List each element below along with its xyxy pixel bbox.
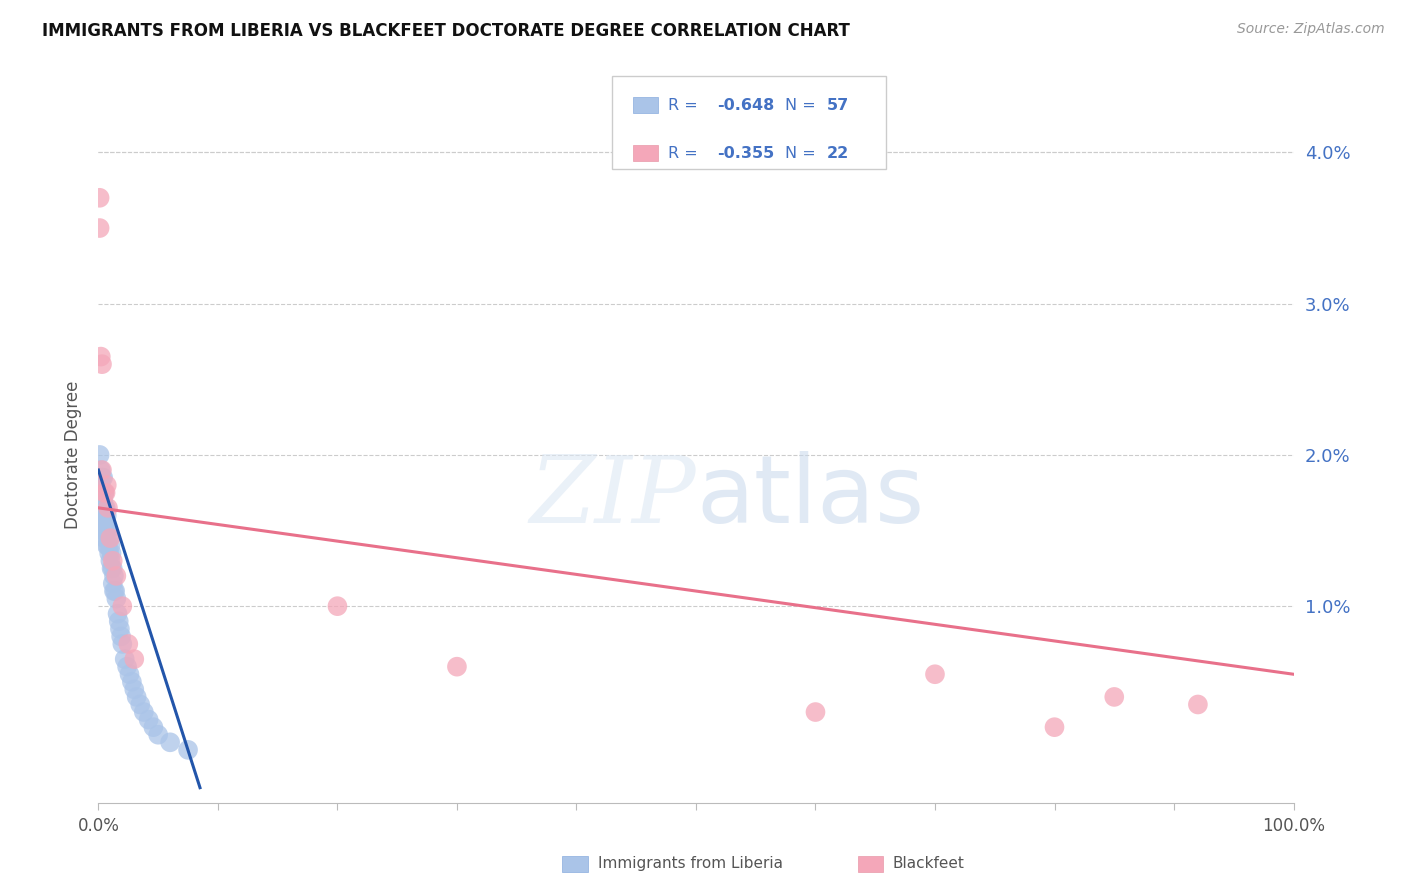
Point (96, 524, 118, 538)
Point (96, 539, 118, 553)
Y-axis label: Doctorate Degree: Doctorate Degree (63, 381, 82, 529)
Point (90, 478, 112, 492)
Point (91, 508, 114, 523)
Point (1187, 698, 1209, 712)
Point (148, 728, 170, 742)
Point (101, 576, 124, 591)
Point (91, 463, 114, 477)
Text: 57: 57 (827, 98, 849, 112)
Point (91, 485, 114, 500)
Point (94, 531, 117, 545)
Point (90, 350, 112, 364)
Text: ZIP: ZIP (529, 451, 696, 541)
Text: N =: N = (785, 98, 821, 112)
Point (138, 713, 160, 727)
Point (177, 743, 200, 757)
Point (132, 705, 155, 719)
Point (446, 659, 468, 673)
Point (98, 554, 122, 568)
Point (94, 485, 117, 500)
Point (89, 448, 111, 462)
Point (93, 485, 115, 500)
Point (125, 690, 148, 704)
Point (89, 470, 111, 484)
Point (97, 524, 120, 538)
Point (93, 516, 115, 530)
Point (96, 508, 118, 523)
Point (97, 539, 120, 553)
Point (111, 599, 134, 614)
Point (124, 682, 146, 697)
Point (107, 607, 129, 621)
Point (1043, 720, 1066, 734)
Point (89, 191, 111, 205)
Point (103, 569, 125, 583)
Point (105, 591, 128, 606)
Text: R =: R = (668, 146, 703, 161)
Point (89, 221, 111, 235)
Text: IMMIGRANTS FROM LIBERIA VS BLACKFEET DOCTORATE DEGREE CORRELATION CHART: IMMIGRANTS FROM LIBERIA VS BLACKFEET DOC… (42, 22, 851, 40)
Point (94, 500, 117, 515)
Point (804, 705, 827, 719)
Point (1102, 690, 1125, 704)
Text: -0.648: -0.648 (717, 98, 775, 112)
Point (93, 531, 115, 545)
Text: Immigrants from Liberia: Immigrants from Liberia (598, 856, 783, 871)
Point (159, 735, 181, 749)
Point (104, 584, 127, 599)
Point (110, 629, 132, 643)
Point (98, 539, 122, 553)
Point (91, 470, 114, 484)
Point (98, 546, 121, 560)
Point (105, 569, 128, 583)
Text: Source: ZipAtlas.com: Source: ZipAtlas.com (1237, 22, 1385, 37)
Point (101, 561, 124, 575)
Point (115, 659, 138, 673)
Point (93, 485, 115, 500)
Point (91, 493, 114, 508)
Text: -0.355: -0.355 (717, 146, 775, 161)
Point (96, 478, 118, 492)
Point (326, 599, 349, 614)
Point (129, 698, 152, 712)
Point (100, 561, 122, 575)
Point (142, 720, 165, 734)
Point (91, 516, 114, 530)
Point (97, 500, 120, 515)
Point (121, 674, 143, 689)
Point (118, 667, 141, 681)
Point (100, 546, 122, 560)
Point (111, 637, 134, 651)
Point (98, 531, 121, 545)
Point (103, 584, 125, 599)
Text: Blackfeet: Blackfeet (893, 856, 965, 871)
Point (117, 637, 139, 651)
Text: 22: 22 (827, 146, 849, 161)
Point (91, 524, 114, 538)
Point (91, 500, 114, 515)
Point (91, 357, 114, 371)
Point (924, 667, 946, 681)
Point (90, 463, 112, 477)
Text: N =: N = (785, 146, 821, 161)
Text: atlas: atlas (696, 450, 924, 542)
Point (108, 622, 131, 636)
Point (90, 508, 112, 523)
Point (101, 554, 124, 568)
Point (98, 531, 122, 545)
Point (91, 470, 114, 484)
Point (114, 652, 136, 666)
Point (90, 493, 112, 508)
Point (94, 516, 117, 530)
Point (89, 485, 111, 500)
Point (107, 615, 129, 629)
Point (124, 652, 146, 666)
Text: R =: R = (668, 98, 703, 112)
Point (93, 500, 115, 515)
